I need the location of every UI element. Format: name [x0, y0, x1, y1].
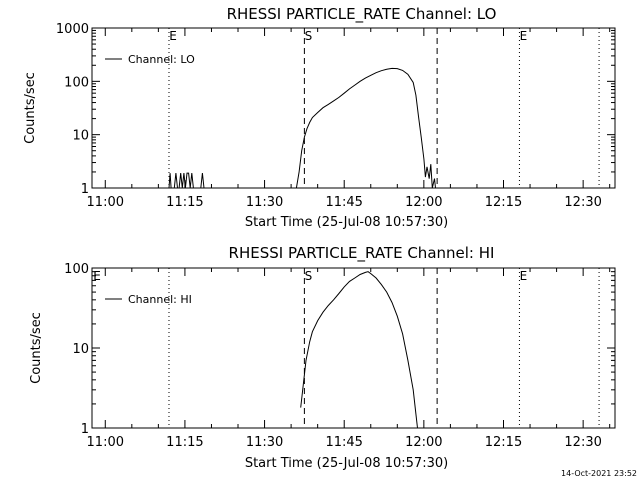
x-tick-label: 11:15 [166, 435, 203, 450]
x-tick-label: 11:15 [166, 195, 203, 210]
x-tick-label: 11:45 [325, 435, 362, 450]
legend-label: Channel: HI [128, 293, 192, 306]
legend-label: Channel: LO [128, 53, 195, 66]
x-axis-label: Start Time (25-Jul-08 10:57:30) [245, 215, 448, 230]
x-tick-label: 12:00 [405, 195, 442, 210]
timestamp: 14-Oct-2021 23:52 [561, 469, 637, 478]
x-tick-label: 11:00 [87, 195, 124, 210]
event-marker: S [305, 29, 313, 43]
event-marker: E [93, 269, 101, 283]
x-tick-label: 11:30 [246, 195, 283, 210]
x-tick-label: 11:30 [246, 435, 283, 450]
event-marker: E [520, 269, 528, 283]
x-axis-label: Start Time (25-Jul-08 10:57:30) [245, 456, 448, 471]
x-tick-label: 12:30 [564, 435, 601, 450]
y-tick-label: 1 [81, 182, 89, 197]
y-tick-label: 1000 [56, 22, 89, 37]
y-tick-label: 10 [72, 129, 89, 144]
x-tick-label: 11:00 [87, 435, 124, 450]
x-tick-label: 12:15 [485, 195, 522, 210]
chart-title: RHESSI PARTICLE_RATE Channel: HI [229, 244, 495, 263]
y-axis-label: Counts/sec [29, 312, 44, 384]
event-marker: E [520, 29, 528, 43]
x-tick-label: 12:00 [405, 435, 442, 450]
event-marker: E [169, 29, 177, 43]
x-tick-label: 12:15 [485, 435, 522, 450]
x-tick-label: 12:30 [564, 195, 601, 210]
chart-title: RHESSI PARTICLE_RATE Channel: LO [227, 5, 497, 24]
y-tick-label: 100 [64, 262, 89, 277]
y-tick-label: 100 [64, 75, 89, 90]
y-axis-label: Counts/sec [23, 72, 38, 144]
y-tick-label: 10 [72, 342, 89, 357]
event-marker: S [305, 269, 313, 283]
y-tick-label: 1 [81, 422, 89, 437]
x-tick-label: 11:45 [325, 195, 362, 210]
